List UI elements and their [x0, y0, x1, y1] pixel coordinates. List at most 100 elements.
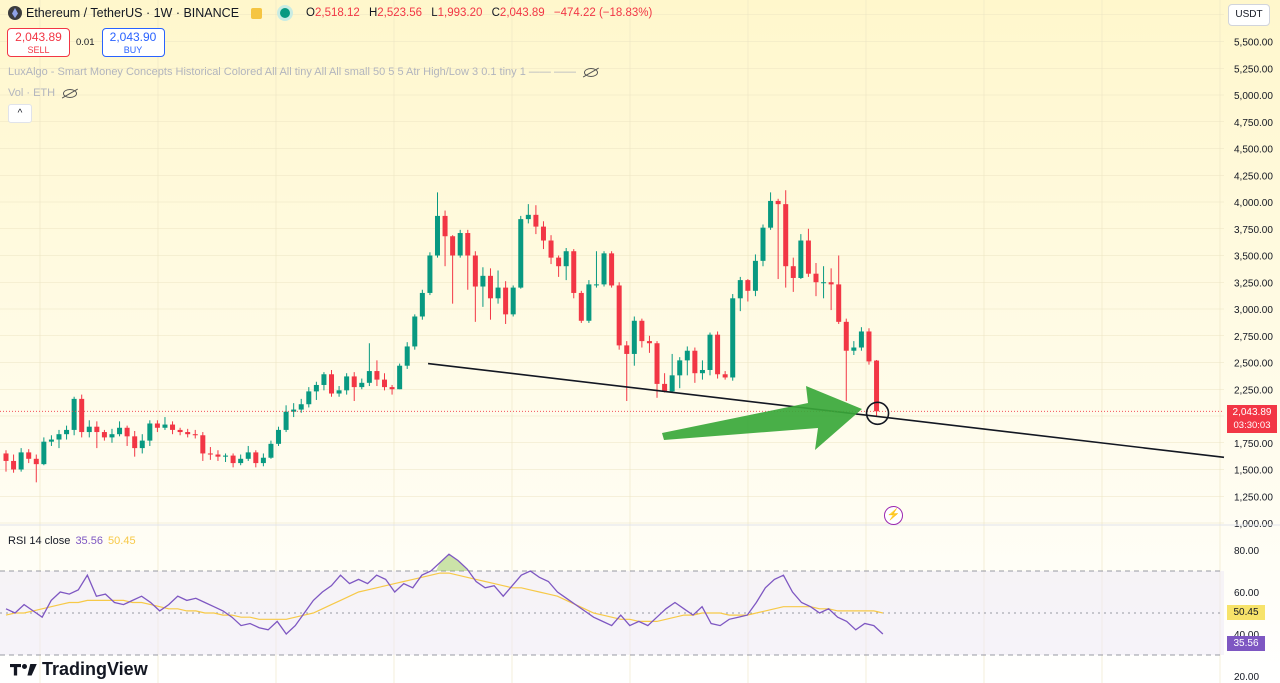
candle-body	[684, 350, 690, 361]
sell-label: SELL	[27, 45, 50, 55]
candle-body	[752, 260, 758, 291]
collapse-indicators-button[interactable]: ^	[8, 104, 32, 123]
luxalgo-label: LuxAlgo - Smart Money Concepts Historica…	[8, 66, 576, 78]
candle-body	[662, 383, 668, 392]
candle-body	[177, 429, 183, 433]
candle-body	[41, 441, 47, 465]
market-status-icon[interactable]	[280, 8, 291, 18]
candle-body	[730, 298, 736, 378]
rsi-pane: 80.00 60.00 40.00 20.00	[0, 524, 1280, 683]
candle-body	[571, 251, 577, 293]
price-tick-label: 3,750.00	[1234, 225, 1273, 236]
candle-body	[147, 423, 153, 441]
candle-body	[821, 282, 827, 284]
price-tick-label: 3,500.00	[1234, 252, 1273, 263]
trade-buttons: 2,043.89 SELL 0.01 2,043.90 BUY	[7, 28, 165, 57]
candle-body	[18, 452, 24, 470]
candle-body	[654, 343, 660, 384]
candle-body	[71, 398, 77, 430]
tradingview-logo[interactable]: TradingView	[10, 659, 148, 680]
candle-body	[268, 443, 274, 458]
candle-body	[783, 204, 789, 267]
candle-body	[397, 365, 403, 390]
candle-body	[533, 214, 539, 227]
candle-body	[200, 435, 206, 454]
price-axis: 5,500.00 5,250.00 5,000.00 4,750.00 4,500.00…	[1234, 38, 1273, 531]
candle-body	[760, 227, 766, 261]
rsi-legend[interactable]: RSI 14 close 35.56 50.45	[8, 535, 136, 547]
price-tick-label: 2,750.00	[1234, 332, 1273, 343]
candle-body	[230, 455, 236, 464]
candle-body	[86, 426, 92, 433]
candle-body	[548, 240, 554, 258]
candle-body	[472, 255, 478, 287]
symbol-header: Ethereum / TetherUS · 1W · BINANCE O2,51…	[8, 6, 658, 20]
indicator-luxalgo[interactable]: LuxAlgo - Smart Money Concepts Historica…	[8, 66, 598, 78]
candle-body	[306, 391, 312, 405]
eye-hidden-icon[interactable]	[583, 67, 598, 77]
candle-body	[124, 427, 130, 437]
candle-body	[798, 240, 804, 278]
candle-body	[874, 360, 880, 412]
candle-body	[858, 331, 864, 348]
candle-body	[427, 255, 433, 293]
candle-body	[185, 432, 191, 435]
price-tick-label: 2,250.00	[1234, 385, 1273, 396]
candle-body	[578, 292, 584, 321]
candle-body	[525, 214, 531, 220]
price-tick-label: 5,000.00	[1234, 91, 1273, 102]
candle-body	[238, 458, 244, 464]
candle-body	[586, 284, 592, 321]
volume-label: Vol · ETH	[8, 87, 56, 99]
low-key: L	[431, 7, 438, 19]
price-tick-label: 4,750.00	[1234, 118, 1273, 129]
sell-price: 2,043.89	[15, 30, 62, 44]
candle-body	[631, 320, 637, 354]
price-tick-label: 4,250.00	[1234, 171, 1273, 182]
candle-body	[366, 371, 372, 383]
eye-hidden-icon[interactable]	[63, 88, 78, 98]
open-value: 2,518.12	[314, 7, 360, 19]
candle-body	[609, 253, 615, 286]
close-key: C	[491, 7, 500, 19]
candle-body	[715, 334, 721, 375]
candle-body	[563, 251, 569, 267]
rsi-tick-label: 60.00	[1234, 588, 1259, 599]
candle-body	[412, 316, 418, 347]
rsi-tick-label: 80.00	[1234, 546, 1259, 557]
candle-body	[677, 360, 683, 376]
low-value: 1,993.20	[437, 7, 483, 19]
sell-button[interactable]: 2,043.89 SELL	[7, 28, 70, 57]
candle-body	[291, 409, 297, 412]
currency-button[interactable]: USDT	[1228, 4, 1270, 26]
candle-body	[442, 215, 448, 237]
symbol-title[interactable]: Ethereum / TetherUS · 1W · BINANCE	[26, 6, 240, 20]
candle-body	[601, 253, 607, 285]
rsi-ma-line	[5, 572, 884, 623]
candle-body	[805, 240, 811, 274]
candle-body	[336, 390, 342, 394]
candle-body	[344, 376, 350, 391]
candle-body	[207, 453, 213, 455]
price-tick-label: 5,500.00	[1234, 38, 1273, 49]
rsi-tick-label: 20.00	[1234, 672, 1259, 683]
candle-body	[11, 460, 17, 470]
candle-body	[139, 440, 145, 449]
candle-body	[707, 334, 713, 370]
lightning-icon[interactable]: ⚡	[884, 506, 903, 525]
candle-body	[329, 374, 335, 394]
price-tick-label: 4,000.00	[1234, 198, 1273, 209]
candle-body	[298, 404, 304, 410]
candle-body	[745, 280, 751, 291]
candle-body	[132, 436, 138, 449]
candle-body	[518, 219, 524, 288]
candle-body	[866, 331, 872, 362]
candle-body	[276, 429, 282, 444]
indicator-volume[interactable]: Vol · ETH	[8, 87, 78, 99]
candle-body	[260, 457, 266, 464]
candle-body	[33, 458, 39, 465]
buy-button[interactable]: 2,043.90 BUY	[101, 28, 165, 57]
flag-icon[interactable]	[251, 7, 263, 19]
candle-body	[283, 411, 289, 430]
